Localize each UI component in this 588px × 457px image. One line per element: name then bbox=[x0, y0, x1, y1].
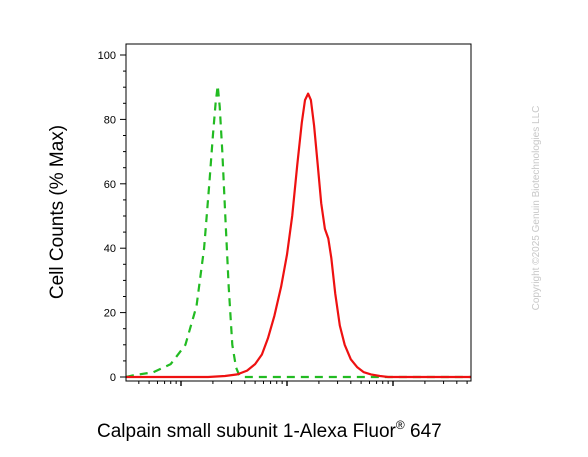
x-axis-title-registered-mark: ® bbox=[396, 418, 405, 432]
series-layer bbox=[125, 84, 471, 379]
copyright-watermark: Copyright ©2025 Genuin Biotechnologies L… bbox=[531, 106, 542, 311]
y-tick-label: 40 bbox=[104, 243, 116, 255]
x-axis-title-tail: 647 bbox=[405, 421, 442, 442]
y-tick-label: 100 bbox=[98, 50, 116, 62]
y-axis: 0 20 40 60 80 100 bbox=[98, 50, 126, 384]
solid-sample-curve bbox=[126, 92, 471, 379]
y-tick-label: 60 bbox=[104, 179, 116, 191]
y-tick-label: 0 bbox=[110, 372, 116, 384]
x-axis-title-main: Calpain small subunit 1-Alexa Fluor bbox=[97, 421, 397, 442]
plot-frame bbox=[125, 43, 472, 382]
y-tick-label: 20 bbox=[104, 308, 116, 320]
dashed-control-curve bbox=[125, 84, 471, 379]
y-axis-title: Cell Counts (% Max) bbox=[47, 125, 68, 299]
x-axis-title: Calpain small subunit 1-Alexa Fluor® 647 bbox=[97, 418, 442, 442]
x-axis bbox=[138, 381, 468, 386]
y-tick-label: 80 bbox=[104, 114, 116, 126]
